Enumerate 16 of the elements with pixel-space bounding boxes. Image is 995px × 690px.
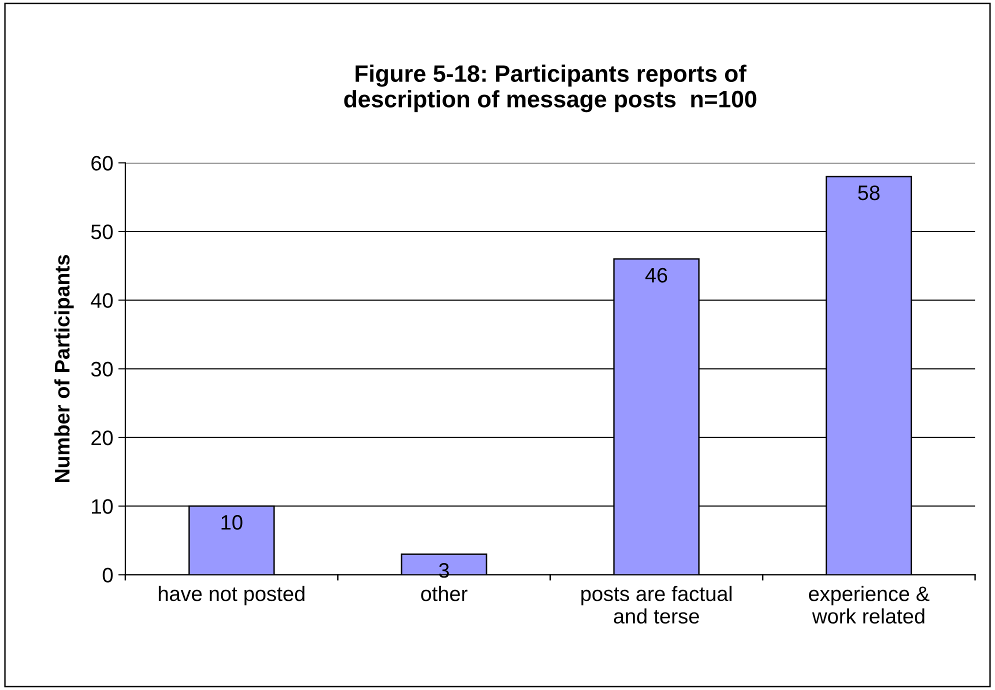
y-tick-label: 30 xyxy=(91,362,113,377)
data-label: 58 xyxy=(858,185,880,200)
data-label: 46 xyxy=(645,268,668,283)
chart-title: Figure 5-18: Participants reports of description of message posts n=100 xyxy=(344,64,756,112)
y-tick-label: 10 xyxy=(92,499,113,514)
x-tick-label: other xyxy=(421,586,468,602)
x-tick-label: have not posted xyxy=(158,586,304,606)
y-axis-title: Number of Participants xyxy=(54,255,74,482)
y-tick-label: 60 xyxy=(91,156,113,171)
x-tick-label: posts are factual and terse xyxy=(581,586,732,624)
y-tick-label: 20 xyxy=(91,430,113,446)
x-tick-label: experience & work related xyxy=(808,586,930,624)
data-label: 10 xyxy=(222,515,242,530)
y-tick-label: 50 xyxy=(91,224,113,240)
y-tick-label: 0 xyxy=(102,568,113,583)
y-tick-label: 40 xyxy=(90,293,113,308)
